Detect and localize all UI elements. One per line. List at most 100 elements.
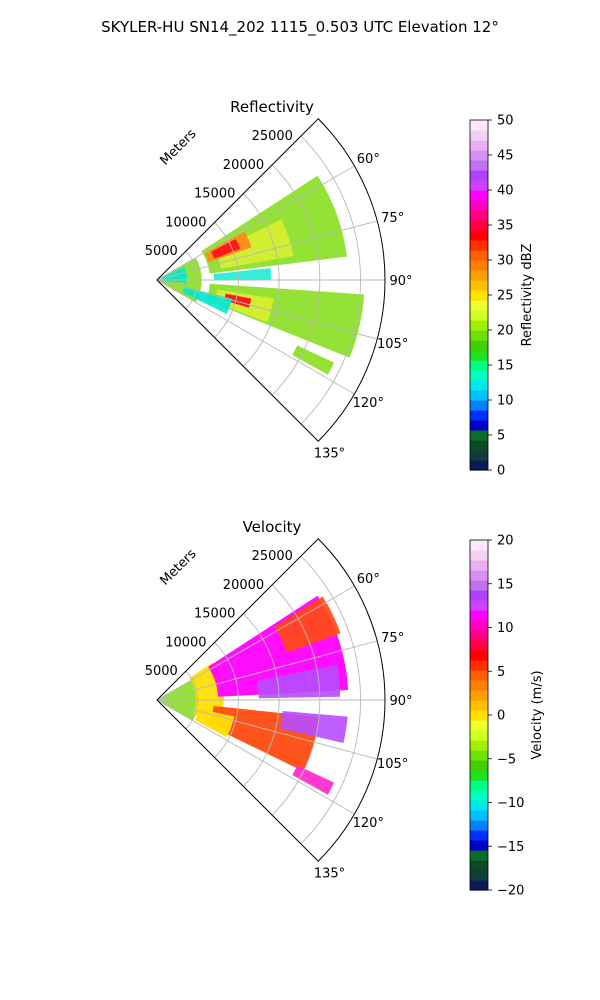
- colorbar-tick-label: −5: [497, 752, 516, 767]
- colorbar-swatch: [470, 830, 488, 841]
- azimuth-spoke: [156, 585, 355, 701]
- colorbar-swatch: [470, 620, 488, 631]
- colorbar-tick-label: −15: [497, 840, 524, 855]
- azimuth-tick-label: 120°: [353, 816, 384, 831]
- reflectivity-colorbar-label: Reflectivity dBZ: [520, 244, 535, 347]
- colorbar-tick-label: 0: [497, 709, 505, 724]
- velocity-title: Velocity: [243, 518, 302, 536]
- colorbar-swatch: [470, 870, 488, 881]
- colorbar-swatch: [470, 680, 488, 691]
- colorbar-tick-label: 5: [497, 665, 505, 680]
- colorbar-swatch: [470, 420, 488, 431]
- colorbar-swatch: [470, 390, 488, 401]
- colorbar-swatch: [470, 570, 488, 581]
- colorbar-swatch: [470, 730, 488, 741]
- azimuth-tick-label: 135°: [314, 447, 345, 462]
- radial-tick-label: 15000: [194, 187, 235, 202]
- colorbar-swatch: [470, 720, 488, 731]
- colorbar-tick-label: 40: [497, 184, 514, 199]
- colorbar-swatch: [470, 440, 488, 451]
- colorbar-swatch: [470, 370, 488, 381]
- colorbar-swatch: [470, 640, 488, 651]
- figure-suptitle: SKYLER-HU SN14_202 1115_0.503 UTC Elevat…: [101, 18, 499, 37]
- echo-gap-edge: [213, 268, 271, 280]
- colorbar-swatch: [470, 210, 488, 221]
- colorbar-tick-label: 10: [497, 621, 514, 636]
- sector-frame: [156, 538, 386, 862]
- colorbar-swatch: [470, 580, 488, 591]
- colorbar-swatch: [470, 150, 488, 161]
- reflectivity-field: [160, 175, 365, 375]
- radial-tick-label: 5000: [145, 244, 178, 259]
- colorbar-swatch: [470, 160, 488, 171]
- colorbar-swatch: [470, 850, 488, 861]
- colorbar-swatch: [470, 650, 488, 661]
- colorbar-swatch: [470, 300, 488, 311]
- sector-frame: [156, 118, 386, 442]
- velocity-colorbar-label: Velocity (m/s): [530, 670, 545, 759]
- colorbar-swatch: [470, 460, 488, 471]
- echo-north-core: [211, 239, 241, 259]
- colorbar-swatch: [470, 780, 488, 791]
- colorbar-swatch: [470, 240, 488, 251]
- colorbar-swatch: [470, 170, 488, 181]
- echo-south-low: [182, 286, 233, 314]
- reflectivity-panel: Reflectivity 5000 10000 15000 20000 25000 60°…: [145, 98, 535, 479]
- colorbar-swatch: [470, 860, 488, 871]
- azimuth-spoke: [156, 640, 378, 701]
- reflectivity-colorbar: 0 5 10 15 20 25 30 35 40 45 50: [469, 114, 514, 479]
- radial-tick-label: 10000: [165, 635, 206, 650]
- velocity-grid: [156, 538, 386, 862]
- colorbar-swatch: [470, 540, 488, 551]
- colorbar-swatch: [470, 310, 488, 321]
- colorbar-swatch: [470, 590, 488, 601]
- colorbar-swatch: [470, 130, 488, 141]
- colorbar-swatch: [470, 790, 488, 801]
- colorbar-tick-label: 45: [497, 149, 514, 164]
- colorbar-swatch: [470, 810, 488, 821]
- colorbar-swatch: [470, 700, 488, 711]
- vel-south-far: [279, 711, 348, 744]
- colorbar-swatch: [470, 320, 488, 331]
- colorbar-tick-label: 15: [497, 359, 514, 374]
- colorbar-swatch: [470, 260, 488, 271]
- colorbar-swatch: [470, 690, 488, 701]
- colorbar-swatch: [470, 330, 488, 341]
- colorbar-tick-label: 20: [497, 324, 514, 339]
- reflectivity-axis-labels: 5000 10000 15000 20000 25000 60° 75° 90° 105° 120…: [145, 129, 413, 461]
- colorbar-swatch: [470, 340, 488, 351]
- azimuth-tick-label: 60°: [357, 152, 380, 167]
- colorbar-swatch: [470, 660, 488, 671]
- radial-tick-label: 20000: [223, 158, 264, 173]
- colorbar-swatch: [470, 800, 488, 811]
- radial-tick-label: 5000: [145, 664, 178, 679]
- velocity-radial-axis-label: Meters: [158, 546, 200, 588]
- azimuth-spoke: [156, 279, 378, 340]
- colorbar-swatch: [470, 760, 488, 771]
- colorbar-tick-label: 25: [497, 289, 514, 304]
- colorbar-swatch: [470, 190, 488, 201]
- colorbar-swatch: [470, 360, 488, 371]
- azimuth-tick-label: 60°: [357, 572, 380, 587]
- colorbar-swatch: [470, 140, 488, 151]
- reflectivity-title: Reflectivity: [230, 98, 314, 116]
- radial-tick-label: 10000: [165, 215, 206, 230]
- colorbar-swatch: [470, 750, 488, 761]
- azimuth-spoke: [156, 220, 378, 281]
- colorbar-swatch: [470, 450, 488, 461]
- colorbar-tick-label: 5: [497, 429, 505, 444]
- colorbar-swatch: [470, 230, 488, 241]
- azimuth-tick-label: 105°: [377, 337, 408, 352]
- colorbar-swatch: [470, 350, 488, 361]
- azimuth-spoke: [156, 699, 355, 815]
- colorbar-swatch: [470, 840, 488, 851]
- colorbar-swatch: [470, 820, 488, 831]
- azimuth-tick-label: 75°: [381, 631, 404, 646]
- azimuth-spoke: [156, 165, 355, 281]
- reflectivity-radial-axis-label: Meters: [158, 126, 200, 168]
- colorbar-swatch: [470, 880, 488, 891]
- colorbar-swatch: [470, 220, 488, 231]
- colorbar-swatch: [470, 430, 488, 441]
- colorbar-swatch: [470, 770, 488, 781]
- azimuth-tick-label: 90°: [389, 274, 412, 289]
